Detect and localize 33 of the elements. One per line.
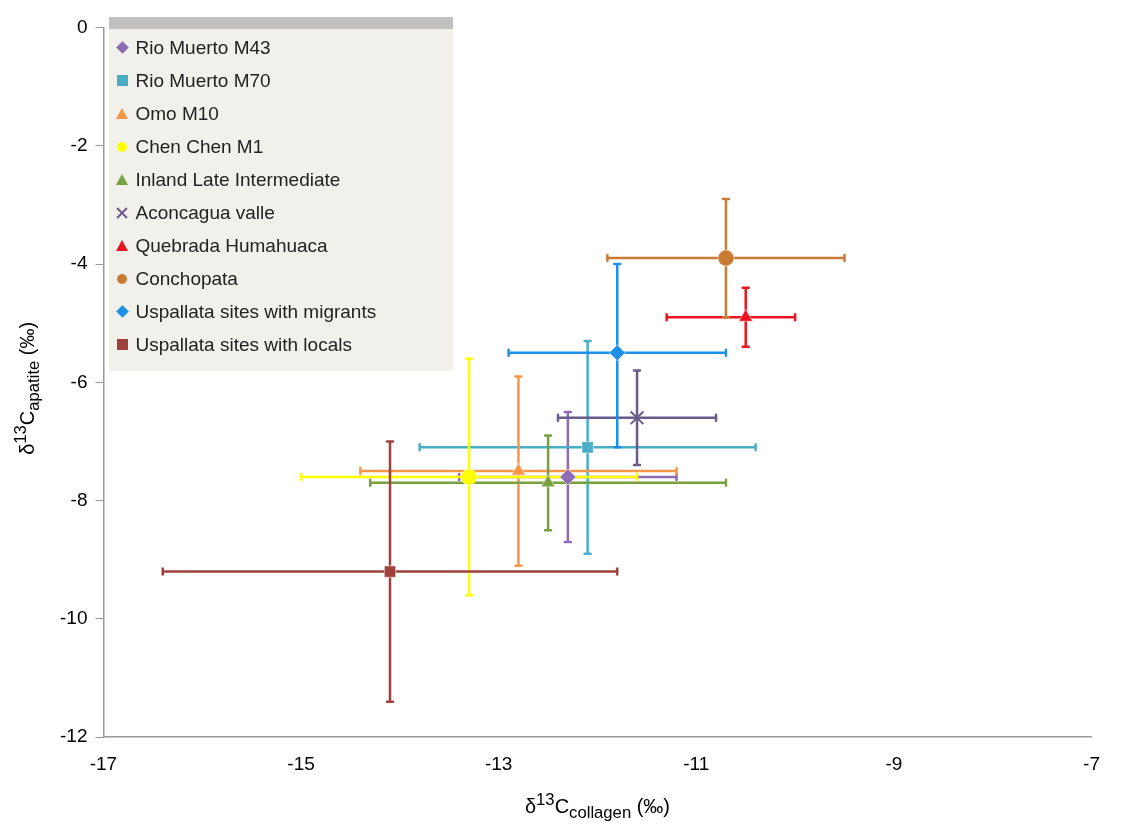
point: [460, 468, 478, 486]
point: [629, 410, 645, 426]
x-axis-title: δ$^{13}$C$_{collagen}$ (‰): [523, 790, 672, 823]
legend-label: Rio Muerto M43: [135, 36, 271, 59]
legend-label: Inland Late Intermediate: [135, 168, 341, 191]
legend-label: Conchopata: [135, 267, 238, 290]
y-tick-label: 0: [76, 15, 88, 37]
y-tick-label: -10: [59, 607, 88, 629]
point: [559, 468, 577, 486]
x-tick-label: -15: [287, 752, 315, 774]
legend-label: Chen Chen M1: [135, 135, 264, 158]
point: [717, 249, 735, 267]
legend-label: Uspallata sites with migrants: [135, 300, 377, 323]
x-tick-label: -13: [484, 752, 513, 774]
x-tick-label: -17: [89, 752, 118, 774]
x-tick-label: -7: [1083, 752, 1101, 774]
point: [540, 474, 556, 488]
y-tick-label: -12: [59, 725, 88, 747]
legend-label: Quebrada Humahuaca: [135, 234, 328, 257]
y-tick-label: -6: [70, 370, 88, 392]
point: [609, 344, 626, 361]
x-tick-label: -11: [683, 752, 710, 774]
legend-label: Rio Muerto M70: [135, 69, 271, 92]
legend-label: Omo M10: [135, 102, 219, 125]
legend-label: Uspallata sites with locals: [135, 333, 352, 356]
point: [384, 565, 396, 578]
point: [511, 462, 526, 476]
y-tick-label: -2: [70, 133, 88, 155]
point: [581, 441, 594, 454]
y-tick-label: -8: [70, 488, 88, 510]
legend-label: Aconcagua valle: [135, 201, 275, 224]
y-tick-label: -4: [70, 252, 88, 274]
x-tick-label: -9: [885, 752, 903, 774]
